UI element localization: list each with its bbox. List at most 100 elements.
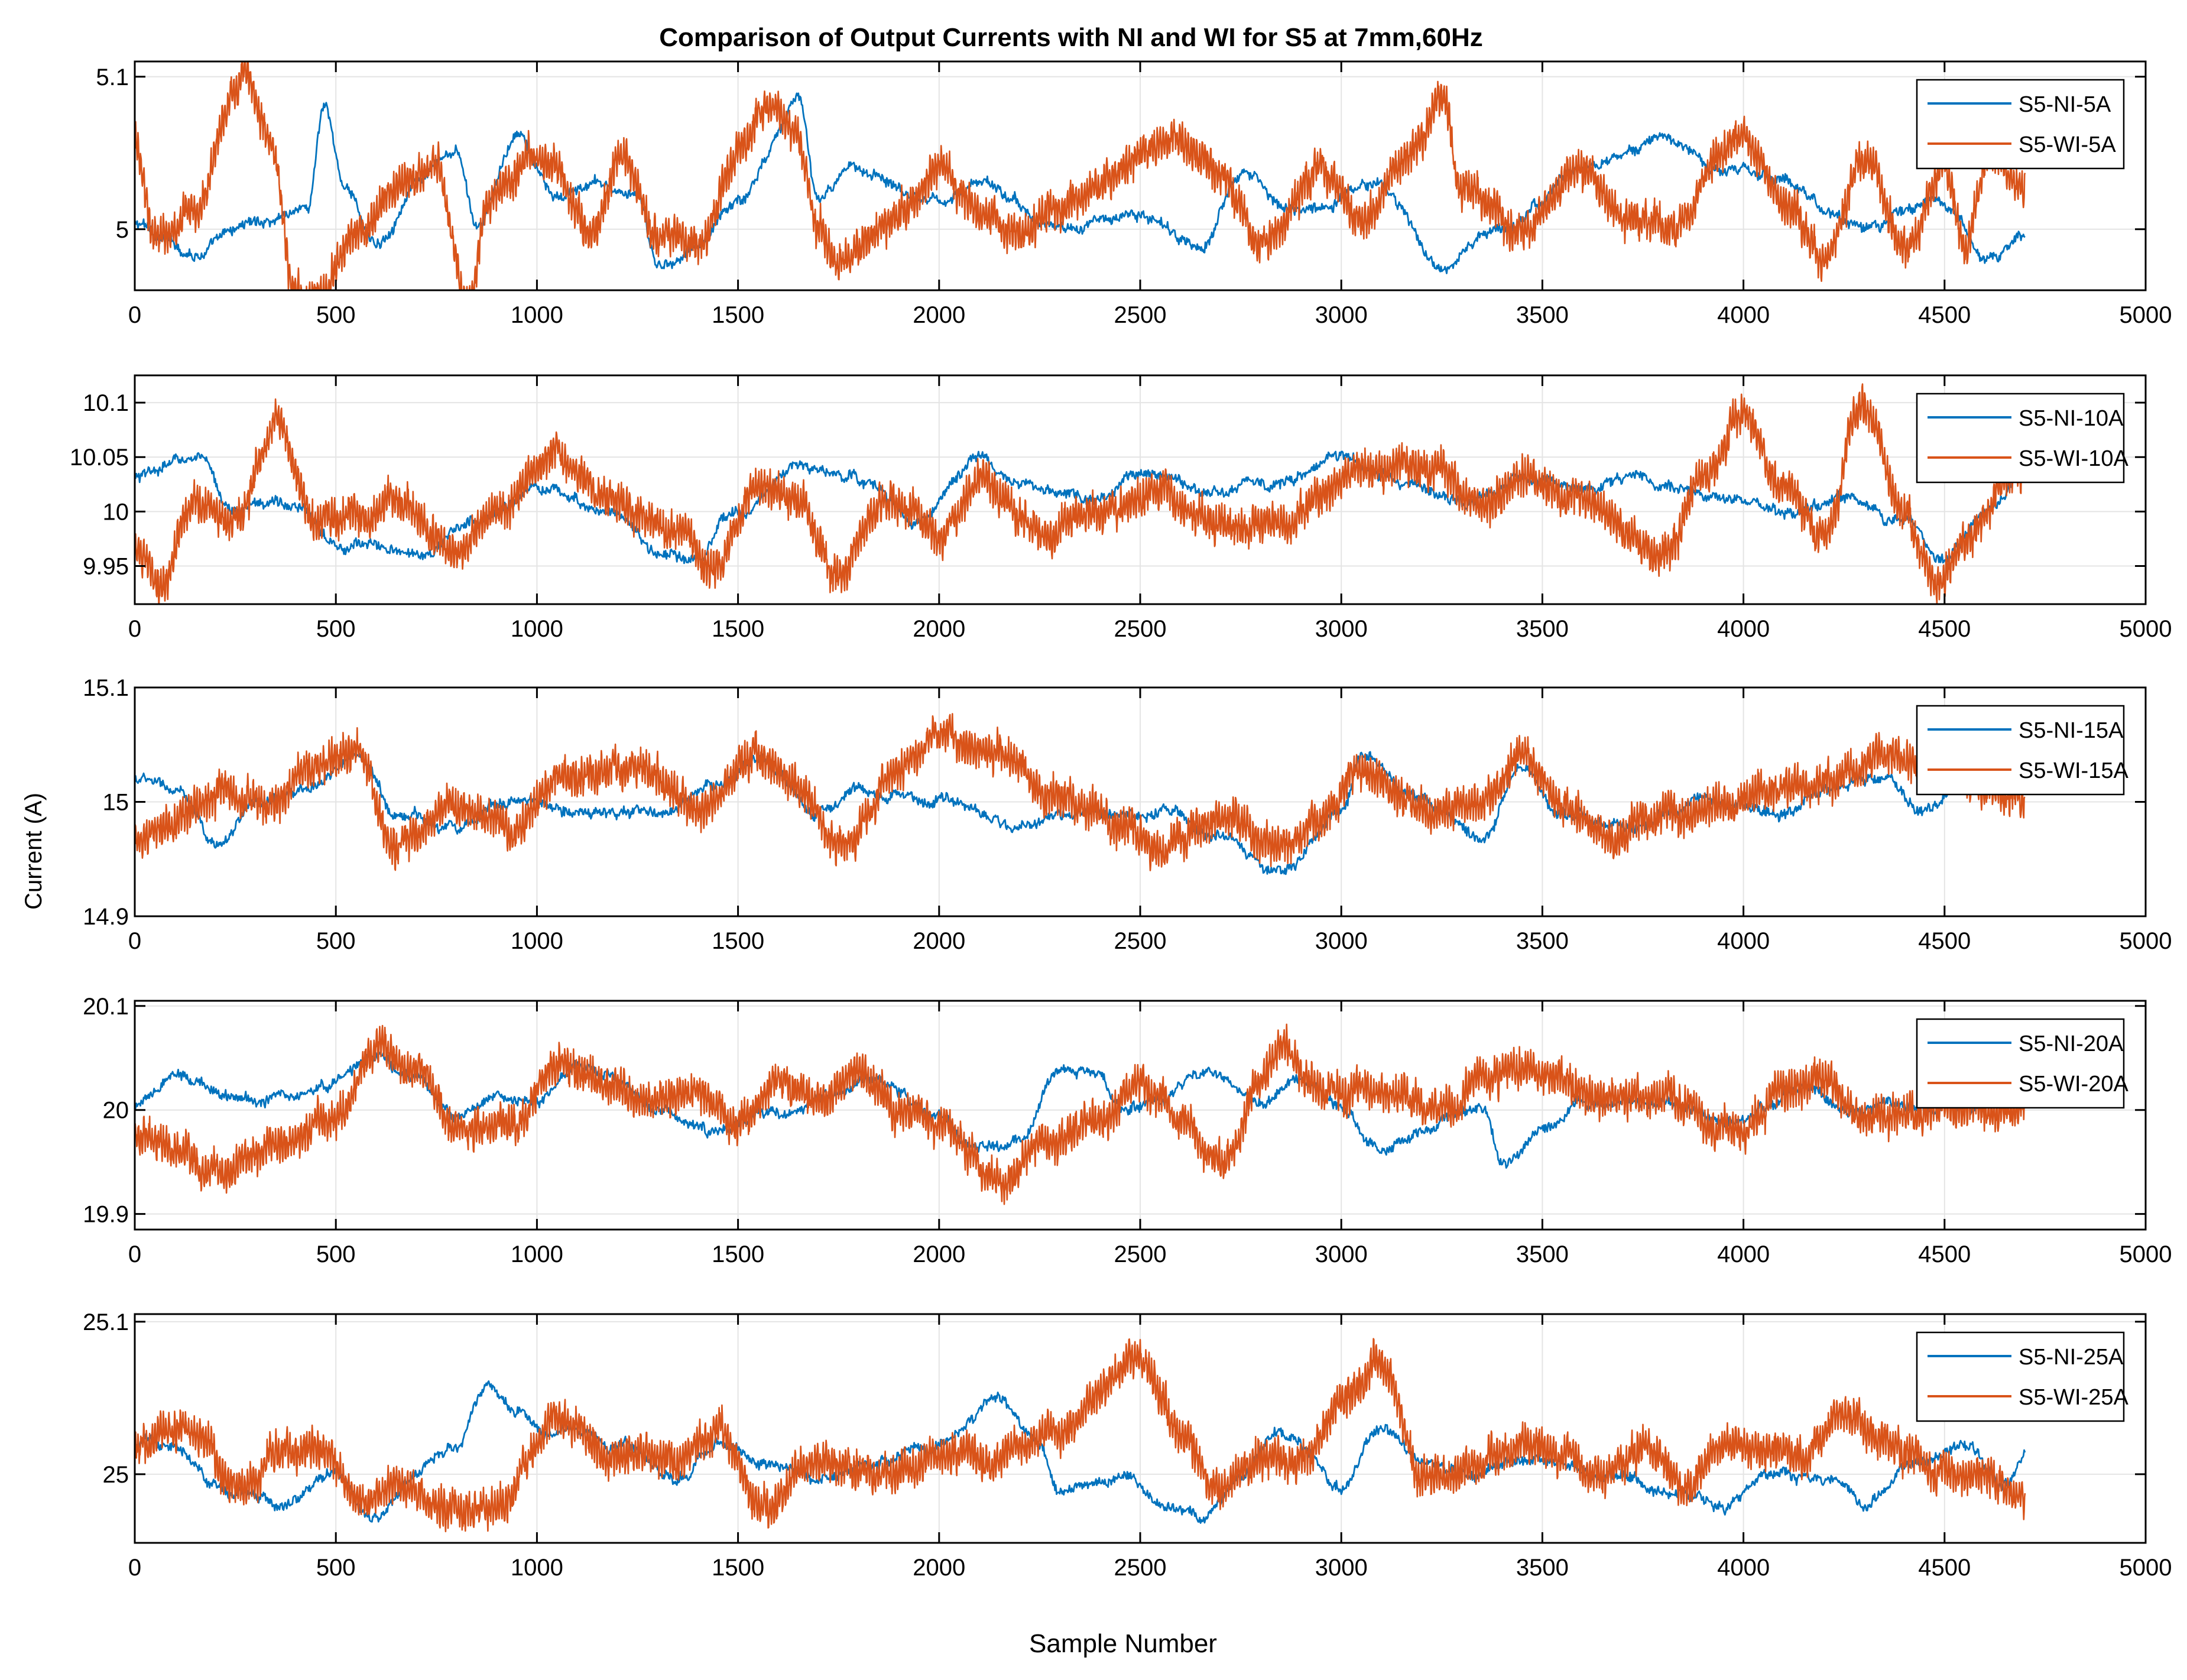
legend-box — [1916, 1331, 2125, 1422]
x-tick-label: 5000 — [2120, 928, 2172, 954]
legend-box — [1916, 705, 2125, 796]
x-tick-label: 3000 — [1315, 616, 1368, 642]
x-tick-label: 500 — [316, 616, 356, 642]
x-tick-label: 0 — [128, 1241, 141, 1267]
x-tick-label: 4000 — [1717, 1555, 1770, 1581]
legend-box — [1916, 1018, 2125, 1109]
legend: S5-NI-15A S5-WI-15A — [1916, 705, 2128, 796]
x-tick-label: 2000 — [913, 616, 965, 642]
x-tick-label: 2000 — [913, 1555, 965, 1581]
x-tick-label: 4500 — [1918, 302, 1971, 328]
x-tick-label: 3500 — [1516, 1241, 1569, 1267]
series-line-ni — [135, 450, 2026, 565]
x-tick-label: 1000 — [511, 928, 563, 954]
legend-entry-label: S5-WI-5A — [2019, 132, 2116, 157]
legend-entry-label: S5-WI-20A — [2019, 1072, 2128, 1097]
legend: S5-NI-20A S5-WI-20A — [1916, 1018, 2128, 1109]
series-line-wi — [135, 1023, 2026, 1205]
x-tick-label: 2000 — [913, 928, 965, 954]
legend-box — [1916, 79, 2125, 170]
x-tick-label: 4000 — [1717, 1241, 1770, 1267]
series-group — [135, 1023, 2026, 1205]
subplot-4: 0 500 1000 1500 2000 2500 3000 3500 4000 4500 5000… — [83, 994, 2172, 1267]
legend-box — [1916, 393, 2125, 484]
x-tick-label: 3500 — [1516, 302, 1569, 328]
x-tick-label: 500 — [316, 1555, 356, 1581]
x-tick-label: 0 — [128, 616, 141, 642]
x-tick-label: 3500 — [1516, 928, 1569, 954]
x-tick-label: 2500 — [1114, 616, 1167, 642]
series-line-wi — [135, 383, 2026, 604]
series-group — [135, 713, 2026, 875]
x-tick-label: 0 — [128, 302, 141, 328]
x-tick-label: 4500 — [1918, 1241, 1971, 1267]
x-tick-label: 5000 — [2120, 616, 2172, 642]
x-tick-label: 5000 — [2120, 1555, 2172, 1581]
x-tick-label: 2000 — [913, 302, 965, 328]
x-tick-label: 0 — [128, 928, 141, 954]
legend-entry-label: S5-WI-10A — [2019, 446, 2128, 471]
legend-entry-label: S5-NI-10A — [2019, 406, 2124, 431]
y-tick-label: 15 — [103, 790, 129, 816]
x-tick-label: 500 — [316, 1241, 356, 1267]
legend-entry-label: S5-NI-15A — [2019, 718, 2124, 743]
x-tick-label: 0 — [128, 1555, 141, 1581]
y-tick-label: 5 — [116, 217, 129, 243]
subplot-panels: 0 500 1000 1500 2000 2500 3000 3500 4000 4500 5000… — [70, 60, 2172, 1581]
legend-entry-label: S5-NI-20A — [2019, 1032, 2124, 1056]
y-tick-label: 20.1 — [83, 994, 129, 1020]
gridlines — [134, 61, 2146, 290]
legend-entry-label: S5-WI-15A — [2019, 758, 2128, 783]
x-tick-label: 3000 — [1315, 302, 1368, 328]
series-group — [135, 61, 2026, 290]
y-tick-label: 10.1 — [83, 390, 129, 416]
x-tick-label: 4000 — [1717, 302, 1770, 328]
x-tick-label: 1000 — [511, 1555, 563, 1581]
x-tick-label: 2500 — [1114, 1241, 1167, 1267]
series-line-wi — [135, 1338, 2026, 1533]
x-tick-label: 1500 — [712, 616, 764, 642]
x-tick-label: 4000 — [1717, 928, 1770, 954]
x-tick-label: 500 — [316, 302, 356, 328]
x-tick-label: 1000 — [511, 302, 563, 328]
y-tick-label: 20 — [103, 1098, 129, 1124]
y-tick-label: 15.1 — [83, 675, 129, 701]
y-tick-label: 14.9 — [83, 904, 129, 930]
series-line-wi — [135, 713, 2026, 871]
x-tick-label: 1500 — [712, 1555, 764, 1581]
x-tick-label: 4000 — [1717, 616, 1770, 642]
x-axis-label: Sample Number — [1029, 1629, 1217, 1658]
figure-title: Comparison of Output Currents with NI an… — [659, 23, 1482, 52]
legend-entry-label: S5-NI-5A — [2019, 92, 2111, 117]
x-tick-label: 3500 — [1516, 616, 1569, 642]
y-tick-label: 10 — [103, 499, 129, 525]
x-tick-label: 1000 — [511, 1241, 563, 1267]
y-tick-label: 5.1 — [96, 64, 129, 90]
x-tick-label: 3000 — [1315, 1555, 1368, 1581]
x-tick-label: 5000 — [2120, 1241, 2172, 1267]
x-tick-label: 3500 — [1516, 1555, 1569, 1581]
series-line-ni — [135, 1380, 2026, 1524]
legend-entry-label: S5-NI-25A — [2019, 1345, 2124, 1370]
series-group — [135, 383, 2026, 604]
subplot-5: 0 500 1000 1500 2000 2500 3000 3500 4000 4500 5000… — [83, 1309, 2172, 1581]
subplot-2: 0 500 1000 1500 2000 2500 3000 3500 4000 4500 5000… — [70, 374, 2172, 642]
x-tick-label: 2500 — [1114, 302, 1167, 328]
subplot-1: 0 500 1000 1500 2000 2500 3000 3500 4000 4500 5000… — [96, 60, 2172, 328]
x-tick-label: 1500 — [712, 928, 764, 954]
y-tick-label: 25 — [103, 1462, 129, 1488]
legend: S5-NI-10A S5-WI-10A — [1916, 393, 2128, 484]
x-tick-label: 3000 — [1315, 928, 1368, 954]
y-tick-label: 25.1 — [83, 1309, 129, 1335]
x-tick-label: 5000 — [2120, 302, 2172, 328]
series-line-wi — [135, 61, 2026, 290]
legend: S5-NI-5A S5-WI-5A — [1916, 79, 2125, 170]
x-tick-label: 4500 — [1918, 1555, 1971, 1581]
gridlines — [134, 375, 2146, 604]
y-tick-label: 19.9 — [83, 1202, 129, 1228]
x-tick-label: 500 — [316, 928, 356, 954]
x-tick-label: 2500 — [1114, 928, 1167, 954]
x-tick-label: 3000 — [1315, 1241, 1368, 1267]
y-tick-label: 9.95 — [83, 554, 129, 580]
subplot-3: 0 500 1000 1500 2000 2500 3000 3500 4000 4500 5000… — [83, 675, 2172, 954]
